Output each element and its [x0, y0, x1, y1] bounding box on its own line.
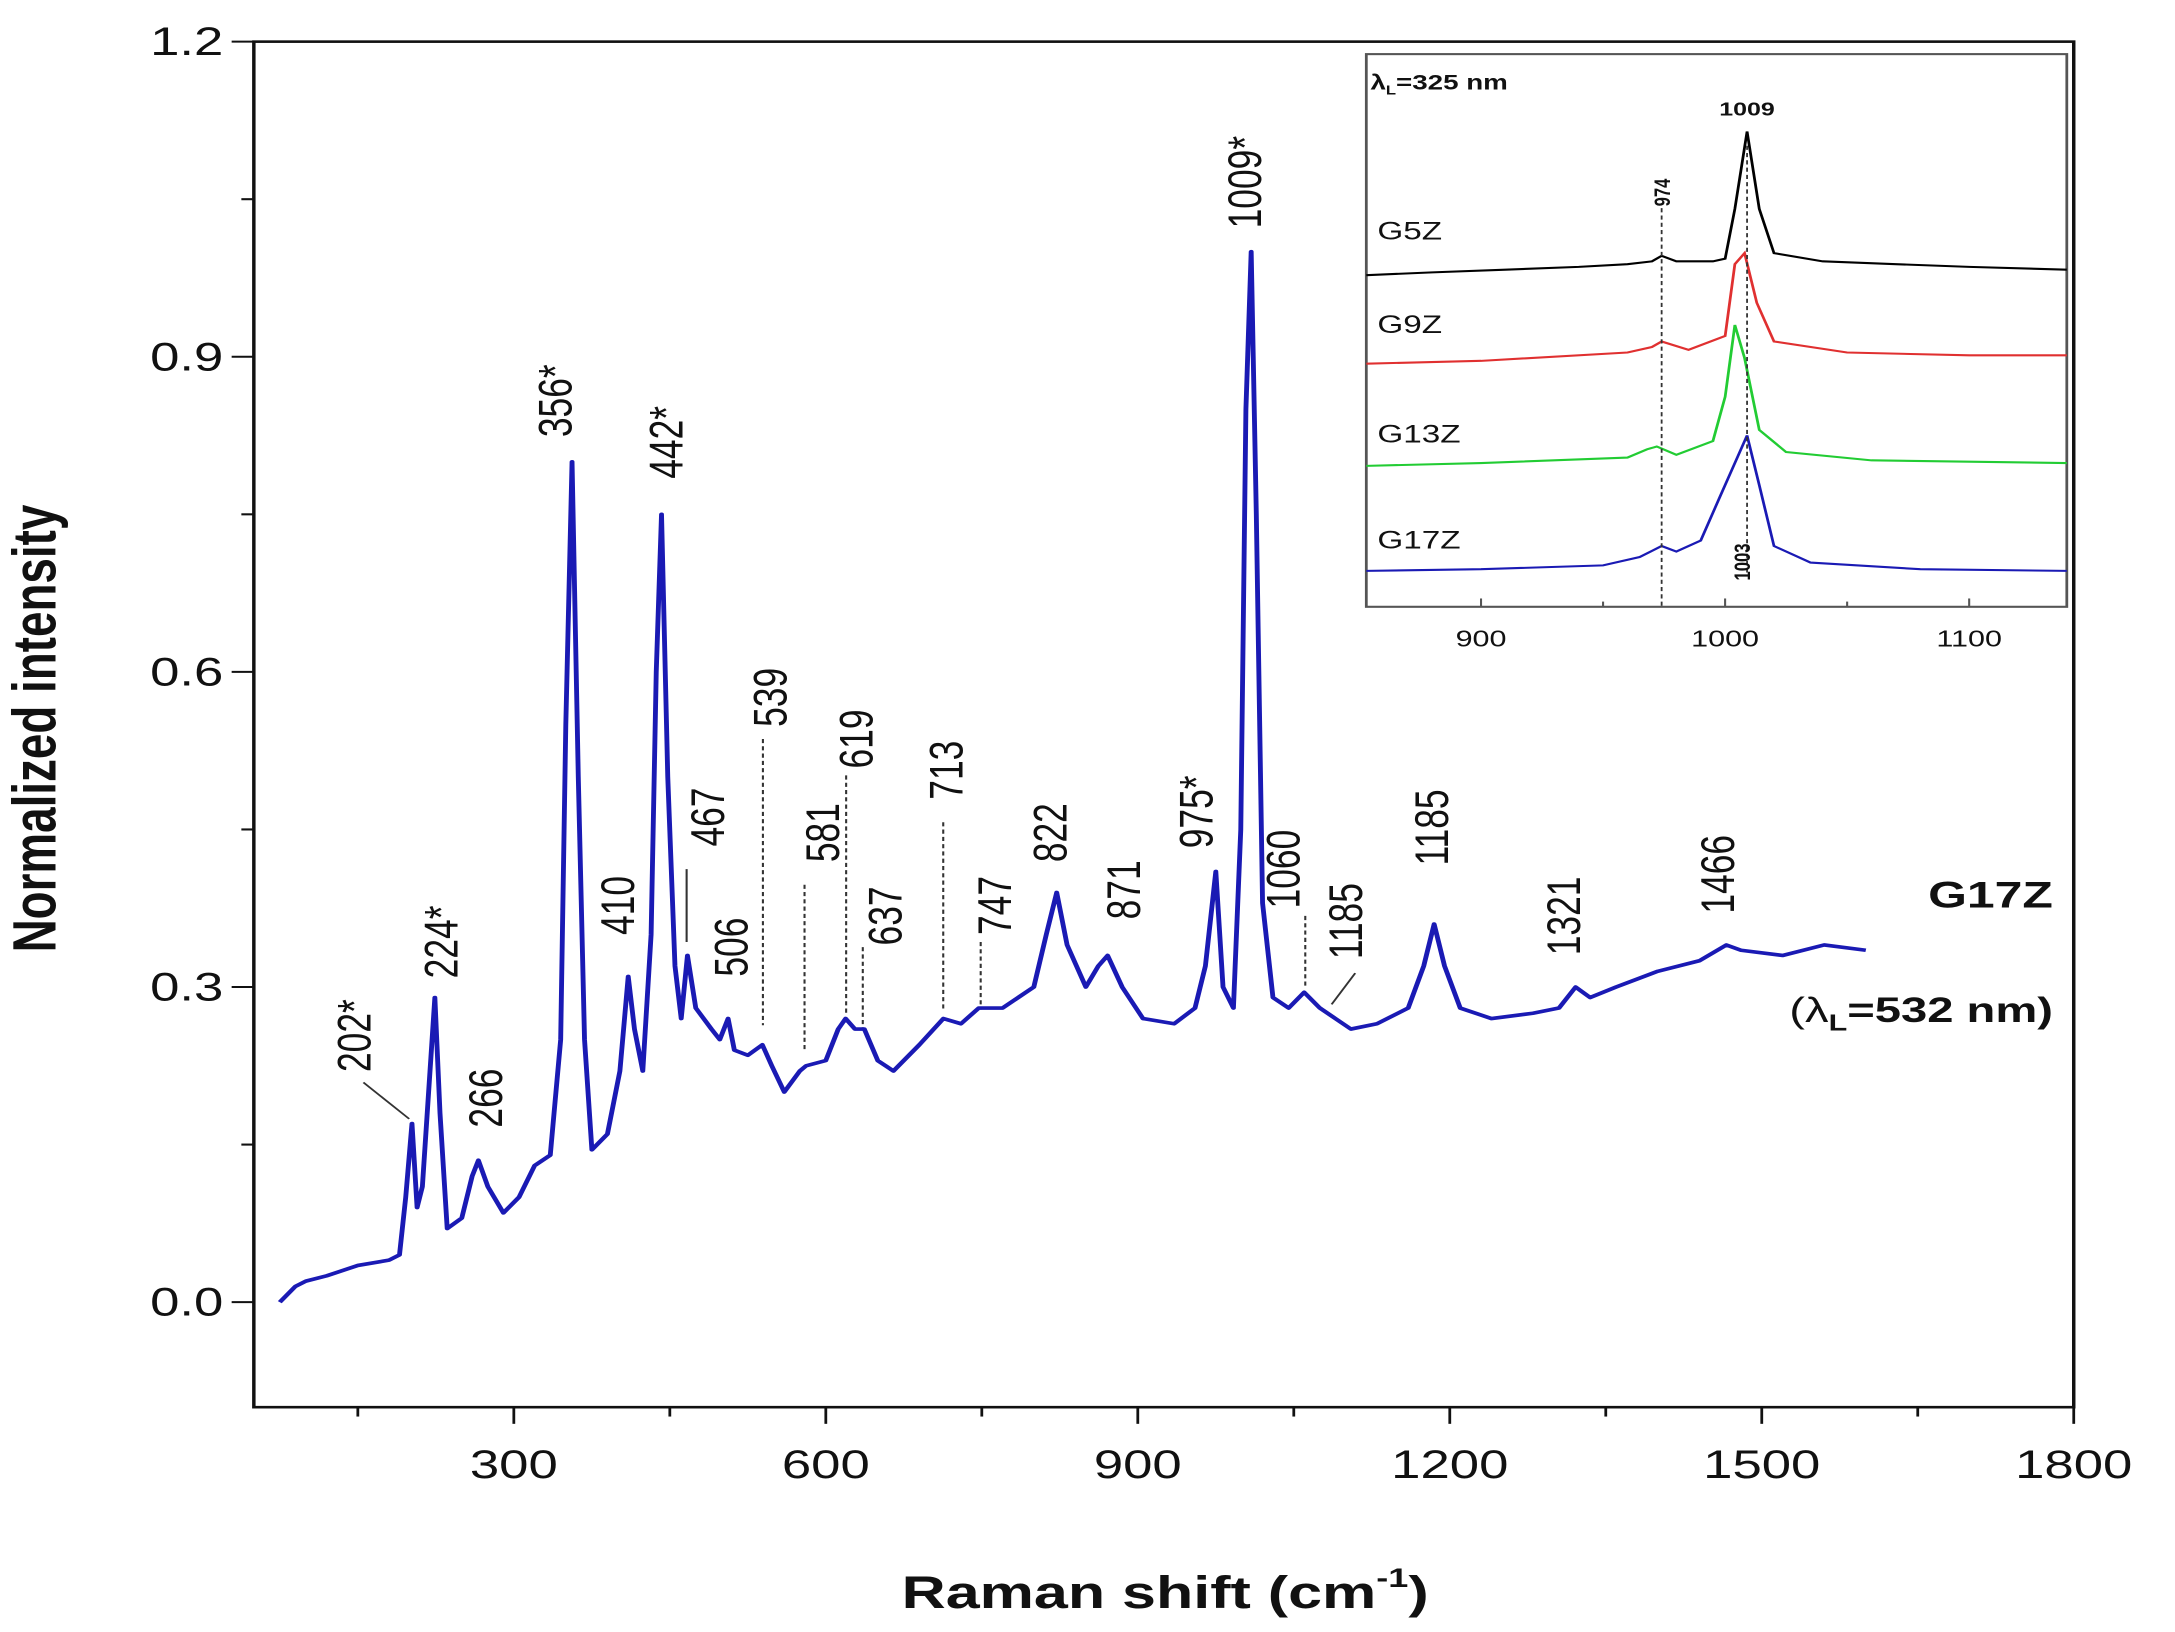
peak-leader-line [362, 1081, 410, 1120]
inset-x-tick-label: 1100 [1936, 626, 2002, 651]
x-tick-label: 300 [470, 1442, 558, 1486]
x-tick-label: 1800 [2015, 1442, 2132, 1486]
inset-series-line-g9z [1366, 250, 2067, 365]
y-tick-label: 0.9 [150, 335, 223, 379]
peak-label: 871 [1097, 860, 1150, 919]
inset-laser-label: λL=325 nm [1370, 72, 1507, 98]
inset-x-tick-label: 900 [1456, 626, 1507, 651]
x-tick-label: 900 [1094, 1442, 1182, 1486]
series-line-g17z [277, 249, 1867, 1304]
peak-label: 1185 [1319, 883, 1372, 959]
peak-label: 1321 [1537, 877, 1590, 956]
laser-wavelength-label: (λL=532 nm) [1789, 990, 2053, 1036]
peak-leader-line [1330, 972, 1357, 1005]
peak-label: 266 [459, 1069, 512, 1128]
y-tick-label: 0.0 [150, 1280, 223, 1324]
inset-labels: G5Z G9Z G13Z G17Z 1009 974 1003 [1377, 99, 1775, 607]
y-tick-label: 0.3 [150, 965, 223, 1009]
x-axis-title: Raman shift (cm-1) [902, 1563, 1429, 1619]
peak-label: 747 [968, 876, 1021, 935]
peak-label: 713 [920, 741, 973, 800]
peak-label: 202* [327, 999, 380, 1072]
inset-x-tick-label: 1000 [1691, 626, 1759, 651]
inset-laser-sub: L [1386, 85, 1396, 99]
inset-peak-label: 974 [1651, 179, 1676, 207]
inset-series-label: G13Z [1377, 420, 1460, 448]
peak-label: 1009* [1218, 136, 1271, 228]
peak-label: 442* [639, 406, 692, 479]
peak-label: 1466 [1691, 835, 1744, 914]
inset-x-axis: 900 1000 1100 [1456, 598, 2002, 651]
inset-series-label: G17Z [1377, 526, 1460, 554]
peak-label: 506 [705, 918, 758, 977]
y-axis-title: Normalized intensity [1, 505, 69, 953]
inset-chart: 900 1000 1100 G5Z G9Z G13Z G17Z 1009 974 1003 λL… [1364, 53, 2069, 651]
inset-peak-label: 1009 [1719, 99, 1775, 120]
peak-label: 637 [859, 886, 912, 945]
x-tick-label: 1200 [1391, 1442, 1508, 1486]
peak-label: 619 [830, 709, 883, 768]
peak-label: 1185 [1405, 789, 1458, 865]
peak-annotations: 202* 224* 266 356* 442* 410 467 506 539 581 619 637… [327, 136, 1744, 1128]
laser-sub: L [1829, 1010, 1848, 1035]
inset-frame [1364, 53, 2069, 608]
laser-open: (λ [1789, 990, 1828, 1030]
x-title-sup: -1 [1376, 1563, 1408, 1594]
peak-label: 1060 [1257, 830, 1310, 909]
y-tick-label: 0.6 [150, 650, 223, 694]
inset-peak-label: 1003 [1731, 543, 1756, 580]
laser-rest: =532 nm) [1847, 990, 2053, 1030]
inset-laser-rest: =325 nm [1396, 72, 1508, 95]
peak-label: 224* [415, 906, 468, 979]
y-tick-label: 1.2 [150, 20, 223, 64]
x-tick-label: 1500 [1703, 1442, 1820, 1486]
inset-series [1366, 131, 2067, 572]
sample-label: G17Z [1928, 874, 2053, 916]
inset-series-line-g13z [1366, 324, 2067, 467]
peak-label: 539 [744, 668, 797, 727]
y-axis: 0.0 0.3 0.6 0.9 1.2 [150, 20, 254, 1324]
plot-frame [252, 40, 2076, 1409]
peak-label: 410 [591, 876, 644, 935]
x-title-close: ) [1408, 1567, 1428, 1618]
inset-series-line-g5z [1366, 131, 2067, 277]
x-tick-label: 600 [782, 1442, 870, 1486]
inset-series-line-g17z [1366, 435, 2067, 572]
x-title-text: Raman shift (cm [902, 1567, 1377, 1618]
peak-label: 581 [796, 803, 849, 862]
inset-series-label: G9Z [1377, 311, 1442, 339]
inset-series-label: G5Z [1377, 217, 1442, 245]
inset-laser-lambda: λ [1370, 72, 1386, 95]
peak-label: 975* [1169, 775, 1222, 848]
peak-label: 467 [681, 788, 734, 847]
x-axis: 300 600 900 1200 1500 1800 [356, 1407, 2132, 1486]
peak-label: 356* [529, 364, 582, 437]
peak-label: 822 [1024, 803, 1077, 862]
